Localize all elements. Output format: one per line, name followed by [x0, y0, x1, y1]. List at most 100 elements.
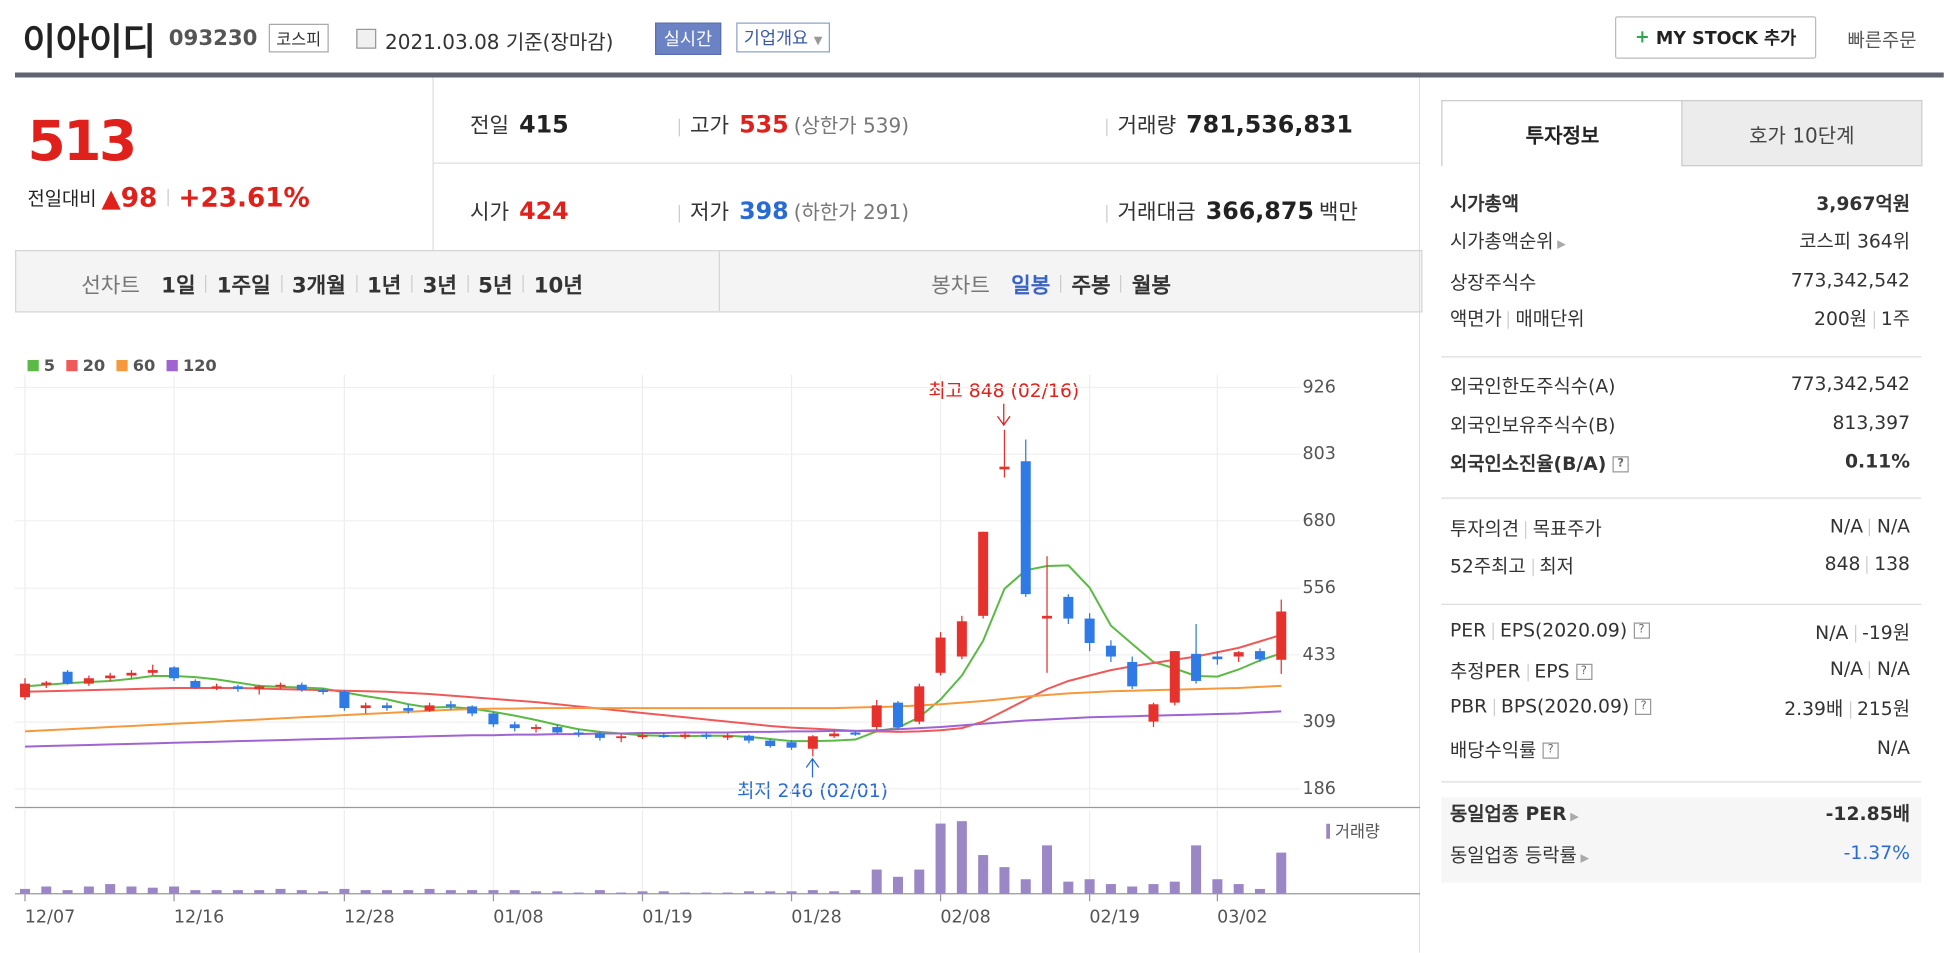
sep [355, 274, 358, 292]
volume-bar [1127, 886, 1138, 894]
realtime-button[interactable]: 실시간 [655, 22, 721, 55]
label-text: 매매단위 [1515, 307, 1585, 331]
value-text: N/A [1829, 515, 1864, 538]
label-text: 외국인보유주식수(B) [1450, 413, 1616, 437]
quote-value: 424 [519, 197, 569, 226]
volume-bar [83, 886, 94, 894]
date: 2021.03.08 기준(장마감) [385, 30, 614, 54]
info-tab[interactable]: 호가 10단계 [1681, 100, 1923, 167]
candle-body [807, 736, 818, 749]
candle-body [1127, 661, 1138, 687]
legend-label: 60 [133, 356, 156, 375]
tab[interactable]: 일봉 [1011, 273, 1051, 299]
company-button[interactable]: 기업개요 ▼ [736, 22, 830, 53]
value-text: 813,397 [1832, 411, 1910, 434]
moving-average [24, 710, 1282, 748]
volume-bar [190, 890, 201, 894]
label-text: PER [1450, 618, 1487, 642]
volume-bar [509, 890, 520, 894]
tab[interactable]: 1주일 [216, 273, 271, 299]
volume-bar [1276, 852, 1287, 894]
value-text: 848 [1824, 552, 1861, 576]
quote-label: 고가 [690, 113, 730, 139]
quote-note: (상한가 539) [793, 113, 910, 138]
quote-value: 398 [739, 197, 789, 226]
value-text: 코스피 364위 [1799, 230, 1910, 253]
mystock-button[interactable]: + MY STOCK 추가 [1615, 16, 1817, 59]
label-text: BPS(2020.09) [1500, 695, 1630, 718]
label-text: 액면가 [1450, 307, 1502, 331]
current-price: 513 [27, 110, 138, 174]
info-label: 동일업종 PER ▶ [1450, 800, 1579, 826]
volume-bar [424, 888, 435, 894]
help-icon[interactable]: ? [1633, 622, 1650, 639]
info-row: 외국인소진율(B/A)? 0.11% [1450, 450, 1910, 476]
tab[interactable]: 5년 [478, 273, 513, 299]
info-value: 3,967억원 [1816, 190, 1910, 216]
info-tab-active[interactable]: 투자정보 [1441, 100, 1684, 167]
candle-body [1276, 611, 1287, 660]
volume-bar [743, 891, 754, 894]
info-row: 배당수익률? N/A [1450, 736, 1910, 762]
volume-bar [956, 821, 967, 894]
candle-body [1020, 461, 1031, 595]
info-label: 외국인소진율(B/A)? [1450, 450, 1629, 476]
volume-bar [62, 890, 73, 894]
candle-body [594, 733, 605, 738]
info-label: 외국인보유주식수(B) [1450, 411, 1616, 437]
volume-bar [829, 891, 840, 894]
tab[interactable]: 월봉 [1131, 273, 1171, 299]
sep [1493, 698, 1495, 716]
tab[interactable]: 3년 [422, 273, 457, 299]
volume-bar [296, 890, 307, 894]
info-value: 773,342,542 [1791, 269, 1910, 295]
tab[interactable]: 3개월 [291, 273, 346, 299]
candle-body [573, 732, 584, 735]
x-tick-label: 02/08 [940, 908, 990, 928]
sep [1526, 663, 1529, 681]
tab-group-label: 봉차트 [931, 273, 990, 299]
help-icon[interactable]: ? [1612, 456, 1629, 473]
quick-order[interactable]: 빠른주문 [1847, 28, 1917, 52]
info-row: 시가총액 3,967억원 [1450, 190, 1910, 216]
sep [522, 274, 524, 292]
tab[interactable]: 10년 [533, 273, 583, 299]
tab[interactable]: 주봉 [1071, 273, 1111, 299]
group-divider [1441, 356, 1922, 358]
candle-body [531, 727, 542, 729]
tab[interactable]: 1일 [161, 273, 196, 299]
info-value: -1.37% [1844, 841, 1910, 867]
volume-bar [41, 886, 52, 894]
value-text: N/A [1815, 621, 1849, 644]
quote: 전일 415 [470, 108, 569, 139]
volume-bar [105, 884, 116, 894]
info-row: 동일업종 PER ▶ -12.85배 [1450, 800, 1910, 826]
info-value: 0.11% [1845, 450, 1910, 476]
info-row: 상장주식수 773,342,542 [1450, 269, 1910, 295]
value-text: -1.37% [1843, 841, 1910, 864]
label-text: 배당수익률 [1450, 738, 1537, 762]
change-value: 98 [120, 182, 158, 213]
legend-label: 5 [44, 356, 55, 375]
help-icon[interactable]: ? [1542, 742, 1559, 759]
header-divider [15, 72, 1944, 78]
sep [1508, 310, 1510, 329]
candle-body [318, 690, 329, 693]
candle-body [275, 684, 286, 687]
label-text: 동일업종 PER [1450, 802, 1567, 826]
label-text: 52주최고 [1450, 555, 1526, 578]
help-icon[interactable]: ? [1575, 663, 1592, 680]
info-label: 시가총액순위 ▶ [1450, 228, 1566, 254]
candle-body [616, 736, 627, 739]
volume-bar [1233, 884, 1244, 894]
group-divider [1441, 781, 1922, 783]
volume-bar [616, 892, 627, 894]
candle-body [62, 671, 73, 684]
help-icon[interactable]: ? [1635, 698, 1652, 715]
info-label: 배당수익률? [1450, 736, 1559, 762]
info-row: PER EPS(2020.09)? N/A -19원 [1450, 619, 1910, 645]
company-label: 기업개요 [743, 28, 809, 49]
tab[interactable]: 1년 [367, 273, 402, 299]
up-arrow: ▲ [101, 182, 121, 213]
